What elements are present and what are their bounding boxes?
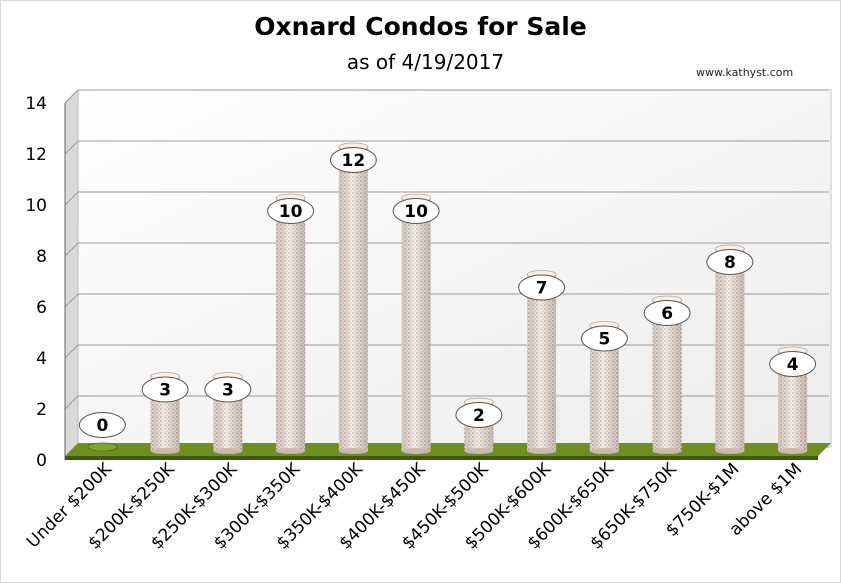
data-label: 2 [455, 402, 503, 428]
data-label-bubble [267, 198, 315, 224]
data-label-bubble [141, 376, 189, 403]
data-label-bubble [204, 376, 252, 403]
data-label-bubble [392, 198, 440, 224]
bar-shade [401, 198, 431, 451]
data-label-bubble [78, 412, 126, 438]
floor-front [65, 456, 818, 460]
data-label-text: 7 [536, 279, 548, 299]
bar-top [87, 442, 118, 452]
data-label-text: 5 [598, 330, 610, 350]
data-label-text: 2 [473, 406, 485, 426]
gridline-side [64, 242, 79, 257]
bar-base [150, 448, 180, 454]
back-wall [77, 89, 832, 448]
bar [652, 295, 683, 454]
data-label-text: 12 [342, 151, 366, 171]
data-label-text: 3 [159, 381, 171, 401]
data-label: 10 [267, 198, 315, 224]
bar [87, 442, 118, 452]
bar [275, 193, 306, 454]
plot-wall [64, 88, 832, 462]
data-label-bubble [769, 351, 817, 377]
bar-shade [527, 274, 557, 451]
bar-base [464, 448, 494, 454]
data-label-bubble [643, 300, 691, 326]
data-label: 3 [204, 376, 252, 403]
y-axis-ticks: 0 2 4 6 8 10 12 14 [25, 94, 47, 471]
data-label-text: 10 [279, 202, 303, 222]
bar-base [401, 448, 431, 454]
bar-base [527, 448, 557, 454]
plot-floor [65, 443, 831, 460]
data-label: 0 [78, 412, 126, 438]
bar [338, 142, 369, 454]
data-labels: 0 3 3 10 12 10 2 7 5 6 8 4 [78, 147, 817, 438]
y-tick-label: 12 [25, 145, 47, 165]
floor-top [65, 443, 831, 456]
data-label-bubble [580, 325, 628, 352]
data-label: 4 [769, 351, 817, 377]
bar-base [213, 448, 243, 454]
bar-base [778, 448, 808, 454]
data-label: 7 [518, 274, 566, 301]
bar [714, 244, 745, 454]
bar-base [589, 448, 619, 454]
bars [87, 142, 808, 454]
chart-title: Oxnard Condos for Sale [254, 12, 587, 41]
x-axis-ticks: Under $200K$200K-$250K$250K-$300K$300K-$… [23, 459, 806, 554]
data-label-text: 4 [787, 355, 799, 375]
y-tick-label: 4 [36, 349, 47, 369]
data-label: 3 [141, 376, 189, 403]
chart-subtitle: as of 4/19/2017 [346, 50, 505, 74]
data-label-text: 8 [724, 253, 736, 273]
bar-base [338, 448, 368, 454]
bar-shade [715, 249, 745, 451]
data-label: 6 [643, 300, 691, 326]
y-tick-label: 14 [25, 94, 47, 114]
y-tick-label: 6 [36, 298, 47, 318]
bar [401, 193, 432, 454]
gridline-side [64, 344, 79, 359]
data-label-text: 3 [222, 381, 234, 401]
y-tick-label: 0 [36, 451, 47, 471]
gridline-side [64, 293, 79, 308]
data-label: 10 [392, 198, 440, 224]
data-label: 5 [580, 325, 628, 352]
data-label-bubble [329, 147, 377, 173]
gridline-side [64, 191, 79, 206]
bar-base [715, 448, 745, 454]
data-label-text: 0 [96, 416, 108, 436]
bar-shade [276, 198, 306, 451]
gridline-side [64, 89, 79, 104]
side-wall [64, 88, 79, 462]
watermark: www.kathyst.com [696, 66, 794, 79]
data-label: 12 [329, 147, 377, 173]
bar-base [276, 448, 306, 454]
data-label-bubble [455, 402, 503, 428]
data-label-bubble [518, 274, 566, 301]
bar-shade [338, 147, 368, 451]
y-tick-label: 10 [25, 196, 47, 216]
bar [526, 270, 557, 454]
data-label-text: 6 [661, 304, 673, 324]
data-label-bubble [706, 249, 754, 275]
data-label: 8 [706, 249, 754, 275]
gridline-side [64, 395, 79, 410]
y-tick-label: 8 [36, 247, 47, 267]
gridline-side [64, 140, 79, 155]
data-label-text: 10 [404, 202, 428, 222]
y-tick-label: 2 [36, 400, 47, 420]
bar-base [652, 448, 682, 454]
